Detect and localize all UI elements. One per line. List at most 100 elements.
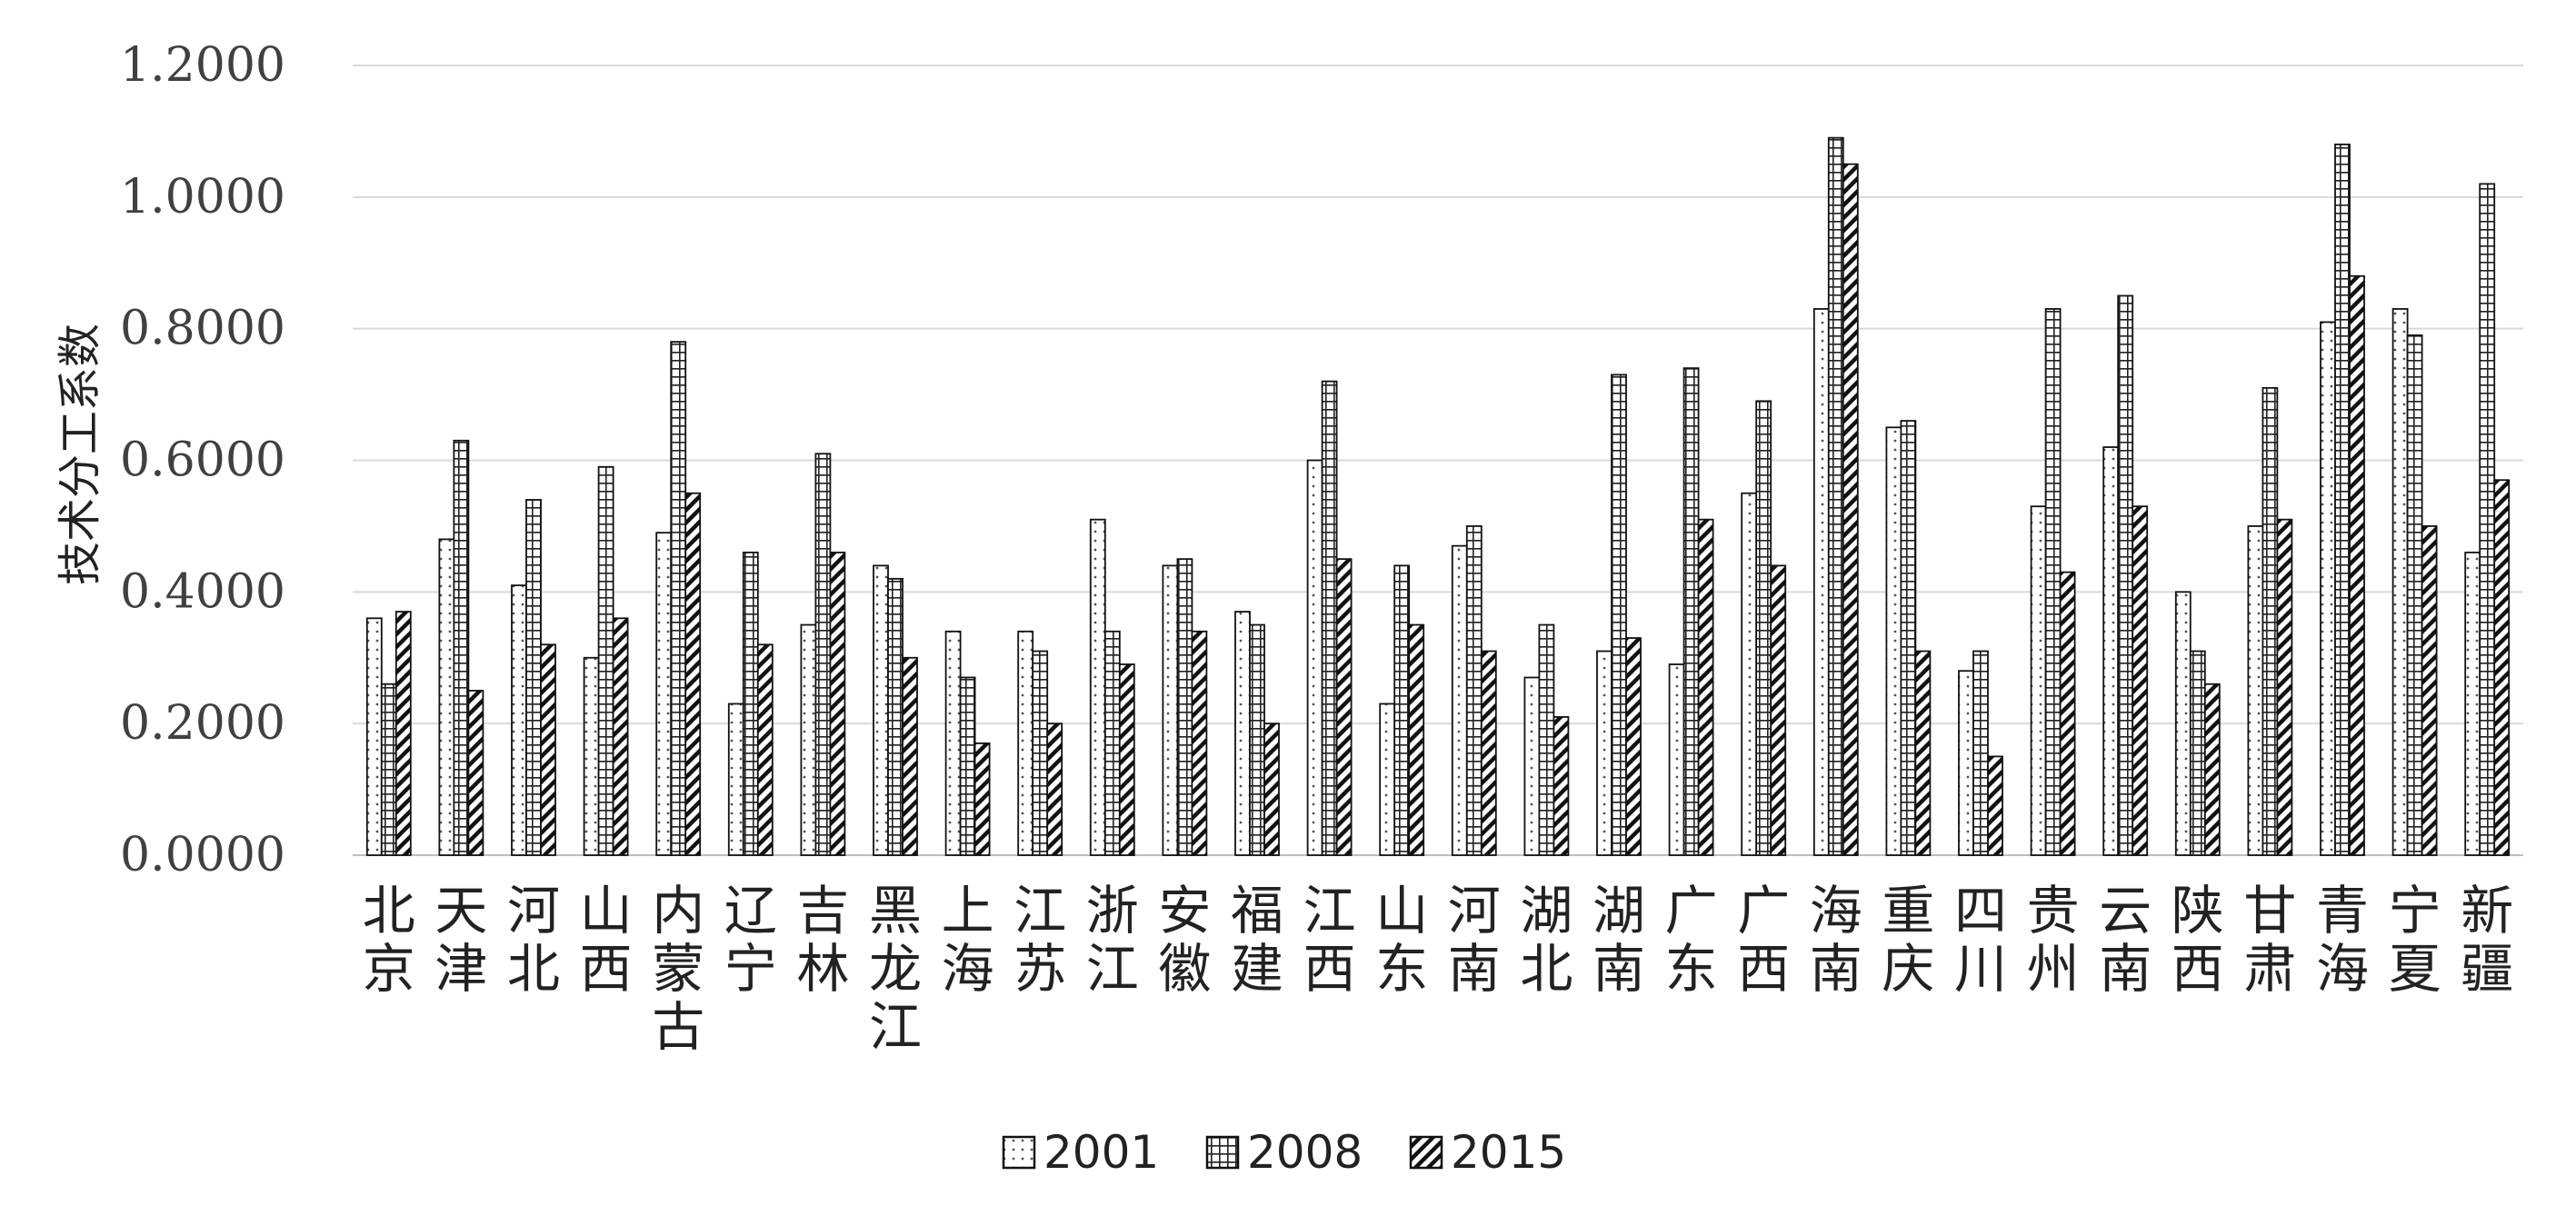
bar-2001 — [1523, 676, 1541, 856]
x-category-label: 山西 — [580, 880, 633, 1000]
bar-2015 — [2349, 274, 2365, 856]
bar-2008 — [453, 439, 470, 856]
bar-2008 — [742, 551, 759, 856]
bar-2008 — [2261, 386, 2279, 856]
x-category-label: 青海 — [2316, 880, 2369, 1000]
bar-2008 — [1032, 650, 1049, 856]
bar-2015 — [1046, 723, 1063, 856]
x-category-label: 陕西 — [2172, 880, 2224, 1000]
legend: 2001 2008 2015 — [1002, 1126, 1566, 1179]
bar-2008 — [2117, 294, 2134, 856]
legend-label: 2001 — [1043, 1126, 1159, 1179]
bar-2001 — [438, 538, 455, 856]
bar-2008 — [1465, 525, 1483, 856]
bar-2001 — [873, 564, 889, 856]
y-tick-label: 0.0000 — [120, 828, 285, 882]
bar-2001 — [583, 656, 600, 856]
bar-2001 — [2030, 505, 2047, 856]
x-category-label: 内蒙古 — [652, 880, 704, 1058]
bar-2008 — [1103, 630, 1121, 856]
bar-2015 — [1480, 650, 1497, 856]
x-category-label: 浙江 — [1086, 880, 1139, 1000]
x-category-label: 北京 — [363, 880, 415, 1000]
bar-2015 — [1770, 564, 1787, 856]
bar-2001 — [1812, 308, 1830, 856]
x-category-label: 广西 — [1737, 880, 1790, 1000]
x-category-label: 湖北 — [1520, 880, 1573, 1000]
x-category-label: 河南 — [1448, 880, 1501, 1000]
legend-swatch-2001 — [1002, 1135, 1036, 1170]
bar-2001 — [1451, 544, 1468, 856]
y-tick-label: 1.0000 — [120, 170, 285, 224]
bar-2001 — [2174, 591, 2192, 856]
bar-2015 — [1697, 518, 1714, 856]
bar-2015 — [829, 551, 846, 856]
legend-swatch-2008 — [1205, 1135, 1240, 1170]
legend-swatch-2015 — [1409, 1135, 1443, 1170]
bar-2008 — [1682, 367, 1700, 856]
x-category-label: 上海 — [942, 880, 994, 1000]
bar-2008 — [597, 465, 614, 856]
x-category-label: 湖南 — [1593, 880, 1645, 1000]
bar-2001 — [2247, 525, 2264, 856]
x-category-label: 海南 — [1810, 880, 1862, 1000]
bar-2015 — [973, 742, 991, 856]
x-category-label: 云南 — [2099, 880, 2152, 1000]
x-category-label: 福建 — [1231, 880, 1283, 1000]
bar-2008 — [814, 453, 832, 856]
x-category-label: 河北 — [507, 880, 560, 1000]
y-axis-ticks: 0.0000 0.2000 0.4000 0.6000 0.8000 1.0000 1.20… — [120, 38, 285, 882]
x-category-label: 江西 — [1303, 880, 1356, 1000]
bar-2008 — [2189, 650, 2206, 856]
bar-2015 — [467, 690, 484, 856]
bar-2008 — [2044, 308, 2062, 856]
y-tick-label: 0.2000 — [120, 696, 285, 751]
bar-2015 — [1914, 650, 1932, 856]
x-category-label: 广东 — [1665, 880, 1718, 1000]
bar-2015 — [1335, 558, 1353, 856]
bar-2008 — [1900, 420, 1917, 856]
bar-2001 — [1234, 611, 1251, 856]
y-tick-label: 1.2000 — [120, 38, 285, 93]
bar-2015 — [1408, 623, 1425, 856]
bar-2015 — [2493, 479, 2511, 856]
bar-2015 — [2276, 518, 2293, 856]
x-category-label: 宁夏 — [2389, 880, 2441, 1000]
bar-2001 — [2102, 446, 2120, 856]
bar-2001 — [1306, 459, 1323, 856]
bar-2008 — [525, 499, 542, 856]
bar-2008 — [1755, 400, 1772, 856]
y-tick-label: 0.4000 — [120, 564, 285, 619]
bar-2015 — [1191, 630, 1208, 856]
bar-2015 — [1553, 716, 1570, 856]
y-tick-label: 0.6000 — [120, 434, 285, 488]
bar-2015 — [2421, 525, 2438, 856]
x-category-label: 甘肃 — [2243, 880, 2296, 1000]
bar-2015 — [394, 611, 412, 856]
legend-label: 2008 — [1247, 1126, 1363, 1179]
bar-2001 — [1668, 663, 1685, 856]
bar-2001 — [1958, 670, 1974, 856]
bar-2008 — [1538, 623, 1555, 856]
bar-2001 — [727, 703, 744, 856]
bar-2001 — [1379, 703, 1396, 856]
bar-2001 — [511, 584, 527, 856]
bar-2008 — [2479, 183, 2496, 856]
bar-2015 — [2203, 683, 2221, 856]
bar-2008 — [1972, 650, 1989, 856]
bar-2001 — [2391, 308, 2409, 856]
bar-2008 — [2334, 143, 2351, 856]
bar-2001 — [800, 623, 817, 856]
y-tick-label: 0.8000 — [120, 302, 285, 356]
bar-2008 — [959, 676, 976, 856]
bar-2015 — [902, 656, 918, 856]
x-category-label: 江苏 — [1013, 880, 1066, 1000]
bar-2001 — [2320, 321, 2336, 856]
bar-2015 — [1263, 723, 1280, 856]
bar-2001 — [365, 617, 383, 856]
x-category-label: 新疆 — [2461, 880, 2513, 1000]
bar-2001 — [1885, 426, 1902, 856]
bar-2008 — [1611, 374, 1627, 856]
bar-2001 — [2464, 551, 2481, 856]
